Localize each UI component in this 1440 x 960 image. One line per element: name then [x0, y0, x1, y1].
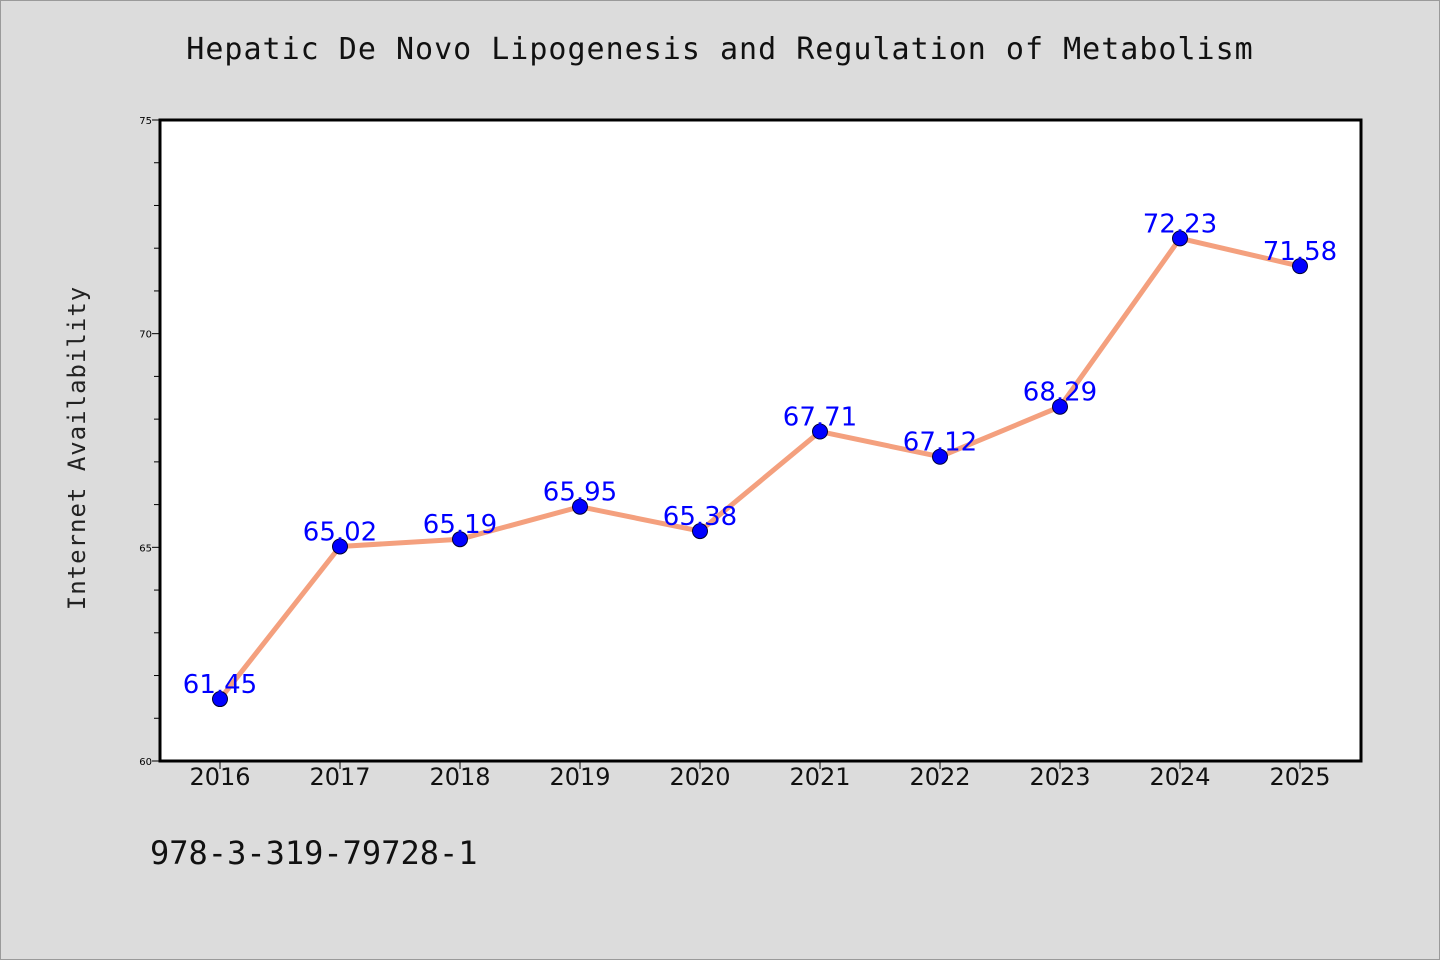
data-labels: 61.45 65.02 65.19 65.95 65.38 67.71 67.12 68.29…	[183, 209, 1337, 700]
data-point	[1052, 398, 1068, 415]
data-label: 65.38	[663, 502, 737, 532]
data-point	[692, 523, 708, 540]
x-tick-label: 2021	[789, 763, 850, 791]
series-line	[218, 235, 1301, 701]
x-tick-label: 2025	[1269, 763, 1330, 791]
y-tick-label: 70	[139, 330, 152, 341]
y-tick-label: 60	[139, 757, 152, 768]
data-point	[212, 691, 228, 708]
data-point	[932, 448, 948, 465]
data-label: 65.02	[303, 517, 377, 547]
x-tick-label: 2016	[189, 763, 250, 791]
data-label: 67.12	[903, 428, 977, 458]
data-label: 67.71	[783, 403, 857, 433]
data-label: 61.45	[183, 670, 257, 700]
y-tick-label: 65	[139, 543, 152, 554]
data-label: 65.95	[543, 478, 617, 508]
y-axis-ticks: 60 65 70 75	[139, 116, 160, 768]
y-tick-label: 75	[139, 116, 152, 127]
data-point	[1172, 230, 1188, 247]
plot-area	[160, 120, 1361, 761]
x-tick-label: 2019	[549, 763, 610, 791]
isbn-footer: 978-3-319-79728-1	[150, 834, 478, 872]
data-markers	[212, 230, 1308, 708]
data-point	[812, 423, 828, 440]
data-point	[452, 531, 468, 548]
x-tick-label: 2022	[909, 763, 970, 791]
data-point	[572, 498, 588, 515]
data-label: 72.23	[1143, 209, 1217, 239]
chart-title: Hepatic De Novo Lipogenesis and Regulati…	[186, 32, 1254, 67]
x-tick-label: 2023	[1029, 763, 1090, 791]
x-tick-label: 2018	[429, 763, 490, 791]
data-label: 68.29	[1023, 378, 1097, 408]
data-point	[332, 538, 348, 555]
plot-border	[158, 118, 1363, 763]
data-point	[1292, 258, 1308, 275]
x-tick-label: 2020	[669, 763, 730, 791]
x-tick-label: 2024	[1149, 763, 1210, 791]
data-label: 65.19	[423, 510, 497, 540]
x-axis-ticks: 2016 2017 2018 2019 2020 2021 2022 2023 2024 2025	[189, 761, 1331, 791]
x-tick-label: 2017	[309, 763, 370, 791]
data-label: 71.58	[1263, 237, 1337, 267]
